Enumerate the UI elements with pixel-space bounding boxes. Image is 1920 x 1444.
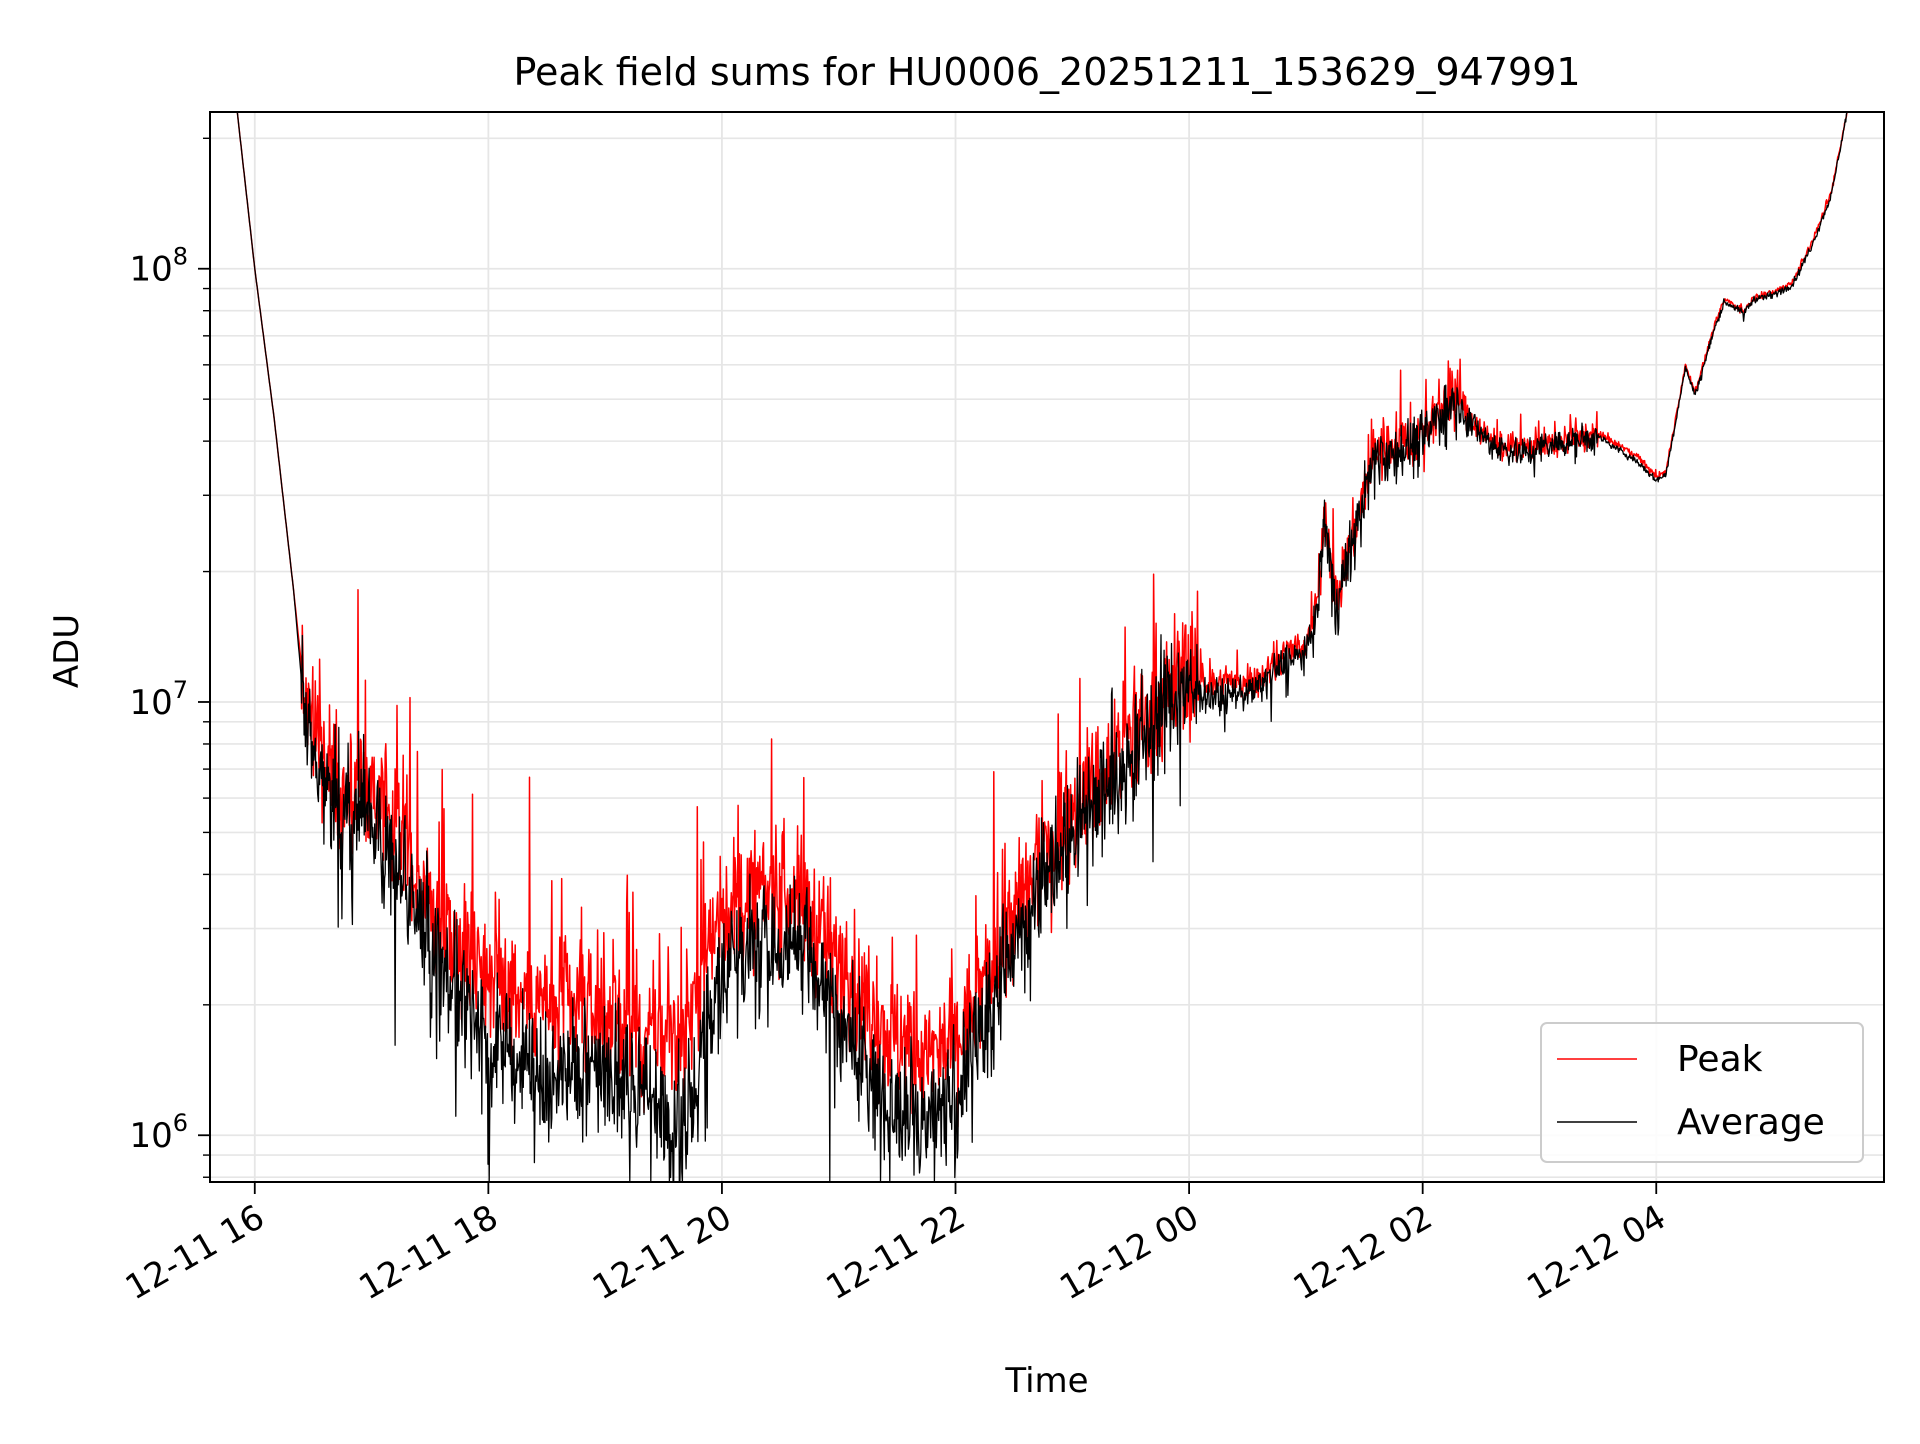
y-tick-label-exponent: 8: [173, 243, 188, 271]
series-layer: [236, 111, 1848, 1183]
chart-title: Peak field sums for HU0006_20251211_1536…: [513, 50, 1580, 94]
y-tick-label: 106: [129, 1109, 188, 1156]
legend: Peak Average: [1540, 1022, 1864, 1163]
y-tick-label-exponent: 7: [173, 676, 188, 704]
y-tick-label-base: 10: [129, 683, 172, 723]
series-line-average: [236, 111, 1848, 1183]
legend-label-average: Average: [1677, 1102, 1825, 1143]
y-tick-label: 107: [129, 676, 188, 723]
legend-box: [1540, 1022, 1864, 1163]
y-tick-label-base: 10: [129, 1116, 172, 1156]
legend-label-peak: Peak: [1677, 1039, 1763, 1080]
y-tick-label-exponent: 6: [173, 1109, 188, 1137]
plot-frame: [209, 111, 1885, 1183]
y-tick-label: 108: [129, 243, 188, 290]
y-tick-label-base: 10: [129, 250, 172, 290]
x-axis-label: Time: [1004, 1361, 1088, 1401]
y-axis-label: ADU: [47, 614, 87, 688]
